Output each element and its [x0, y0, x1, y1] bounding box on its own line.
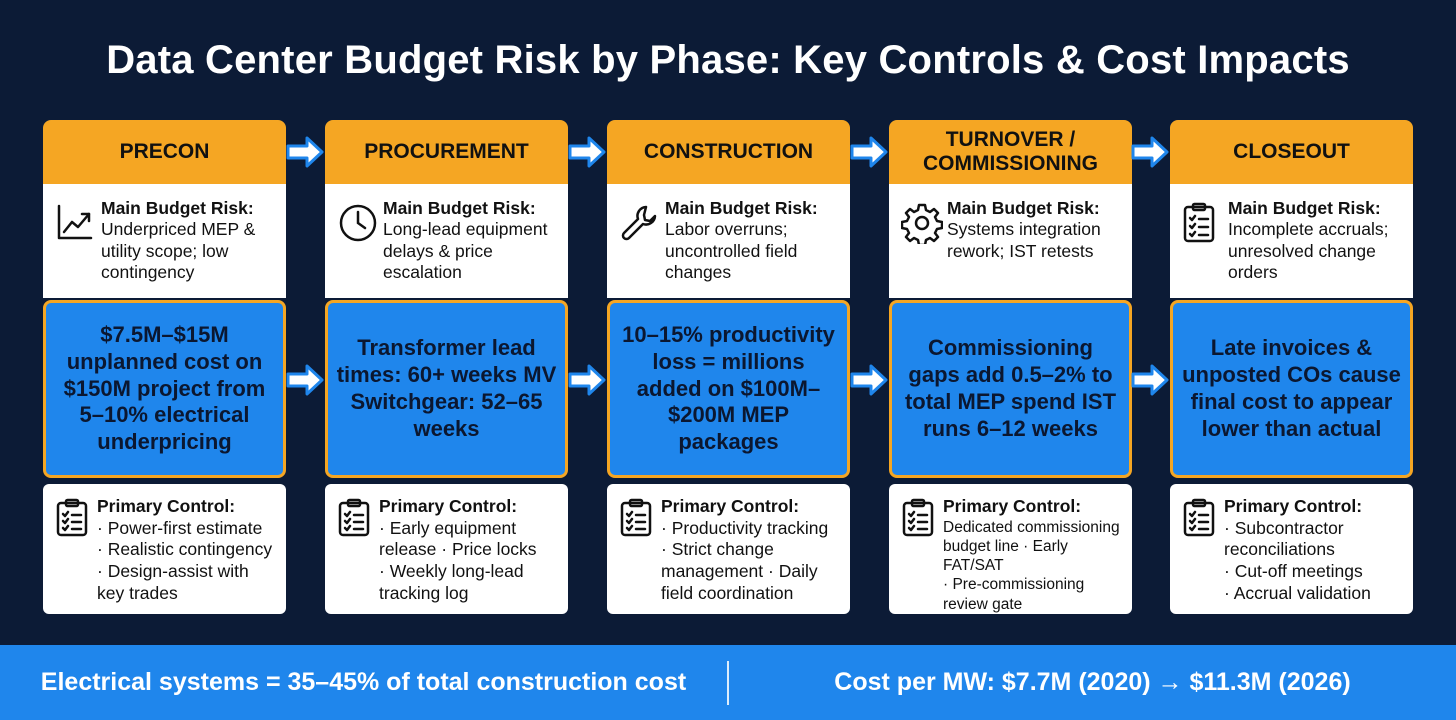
phase-column-procurement: PROCUREMENT Main Budget Risk: Long-lead … [325, 120, 568, 614]
flow-arrow-icon [286, 136, 324, 168]
control-item: · Accrual validation [1224, 582, 1371, 603]
impact-box: $7.5M–$15M unplanned cost on $150M proje… [43, 300, 286, 478]
phase-header: PROCUREMENT [325, 120, 568, 184]
risk-box: Main Budget Risk: Systems integration re… [889, 184, 1132, 298]
control-box: Primary Control: · Subcontractor reconci… [1170, 484, 1413, 614]
phase-header: PRECON [43, 120, 286, 184]
phase-column-commissioning: TURNOVER / COMMISSIONING Main Budget Ris… [889, 120, 1132, 614]
risk-label: Main Budget Risk: [947, 198, 1100, 218]
control-item: · Power-first estimate [97, 517, 263, 538]
control-box: Primary Control: Dedicated commissioning… [889, 484, 1132, 614]
footer-stat-electrical: Electrical systems = 35–45% of total con… [40, 668, 687, 696]
impact-box: Transformer lead times: 60+ weeks MV Swi… [325, 300, 568, 478]
checklist-icon [1182, 496, 1224, 606]
flow-arrow-icon [568, 136, 606, 168]
control-item: · Productivity tracking [661, 517, 829, 538]
clipboard-icon [1182, 198, 1228, 288]
footer-bar: Electrical systems = 35–45% of total con… [0, 645, 1456, 720]
control-item: · Strict change management · Daily field… [661, 539, 818, 603]
footer-stat-cost-per-mw: Cost per MW: $7.7M (2020) → $11.3M (2026… [834, 668, 1351, 696]
control-label: Primary Control: [97, 496, 236, 516]
page-title: Data Center Budget Risk by Phase: Key Co… [106, 38, 1350, 82]
flow-arrow-icon [286, 364, 324, 396]
flow-arrow-icon [1131, 136, 1169, 168]
impact-box: Late invoices & unposted COs cause final… [1170, 300, 1413, 478]
control-label: Primary Control: [1224, 496, 1363, 516]
risk-box: Main Budget Risk: Labor overruns; uncont… [607, 184, 850, 298]
checklist-icon [55, 496, 97, 606]
phase-header: CLOSEOUT [1170, 120, 1413, 184]
control-label: Primary Control: [943, 496, 1082, 516]
checklist-icon [337, 496, 379, 606]
risk-text: Incomplete accruals; unresolved change o… [1228, 219, 1389, 283]
gear-icon [900, 198, 947, 288]
impact-box: 10–15% productivity loss = millions adde… [607, 300, 850, 478]
control-item: · Design-assist with key trades [97, 561, 249, 603]
control-item: · Early equipment release · Price locks [379, 517, 537, 560]
control-item: · Subcontractor reconciliations [1224, 517, 1344, 560]
risk-text: Underpriced MEP & utility scope; low con… [101, 219, 256, 283]
checklist-icon [901, 496, 943, 606]
control-label: Primary Control: [379, 496, 518, 516]
flow-arrow-icon [850, 364, 888, 396]
control-box: Primary Control: · Productivity tracking… [607, 484, 850, 614]
risk-label: Main Budget Risk: [1228, 198, 1381, 218]
flow-arrow-icon [850, 136, 888, 168]
risk-label: Main Budget Risk: [665, 198, 818, 218]
phase-column-construction: CONSTRUCTION Main Budget Risk: Labor ove… [607, 120, 850, 614]
flow-arrow-icon [1131, 364, 1169, 396]
phase-header: TURNOVER / COMMISSIONING [889, 120, 1132, 184]
risk-label: Main Budget Risk: [101, 198, 254, 218]
phase-header: CONSTRUCTION [607, 120, 850, 184]
wrench-icon [619, 198, 665, 288]
checklist-icon [619, 496, 661, 606]
footer-divider [727, 660, 729, 705]
trend-chart-icon [55, 198, 101, 288]
control-item: · Cut-off meetings [1224, 561, 1363, 582]
risk-text: Labor overruns; uncontrolled field chang… [665, 219, 798, 283]
control-item: · Weekly long-lead tracking log [379, 561, 524, 603]
control-box: Primary Control: · Early equipment relea… [325, 484, 568, 614]
risk-text: Long-lead equipment delays & price escal… [383, 219, 548, 283]
risk-box: Main Budget Risk: Underpriced MEP & util… [43, 184, 286, 298]
control-item: · Pre-commissioning review gate [943, 576, 1085, 613]
control-box: Primary Control: · Power-first estimate … [43, 484, 286, 614]
risk-box: Main Budget Risk: Long-lead equipment de… [325, 184, 568, 298]
clock-icon [337, 198, 383, 288]
control-item: Dedicated commissioning budget line · Ea… [943, 518, 1120, 575]
risk-label: Main Budget Risk: [383, 198, 536, 218]
phase-column-closeout: CLOSEOUT Main Budget Risk: Incomplete ac… [1170, 120, 1413, 614]
control-label: Primary Control: [661, 496, 800, 516]
risk-text: Systems integration rework; IST retests [947, 219, 1101, 261]
risk-box: Main Budget Risk: Incomplete accruals; u… [1170, 184, 1413, 298]
control-item: · Realistic contingency [97, 539, 273, 560]
impact-box: Commissioning gaps add 0.5–2% to total M… [889, 300, 1132, 478]
phase-column-precon: PRECON Main Budget Risk: Underpriced MEP… [43, 120, 286, 614]
flow-arrow-icon [568, 364, 606, 396]
